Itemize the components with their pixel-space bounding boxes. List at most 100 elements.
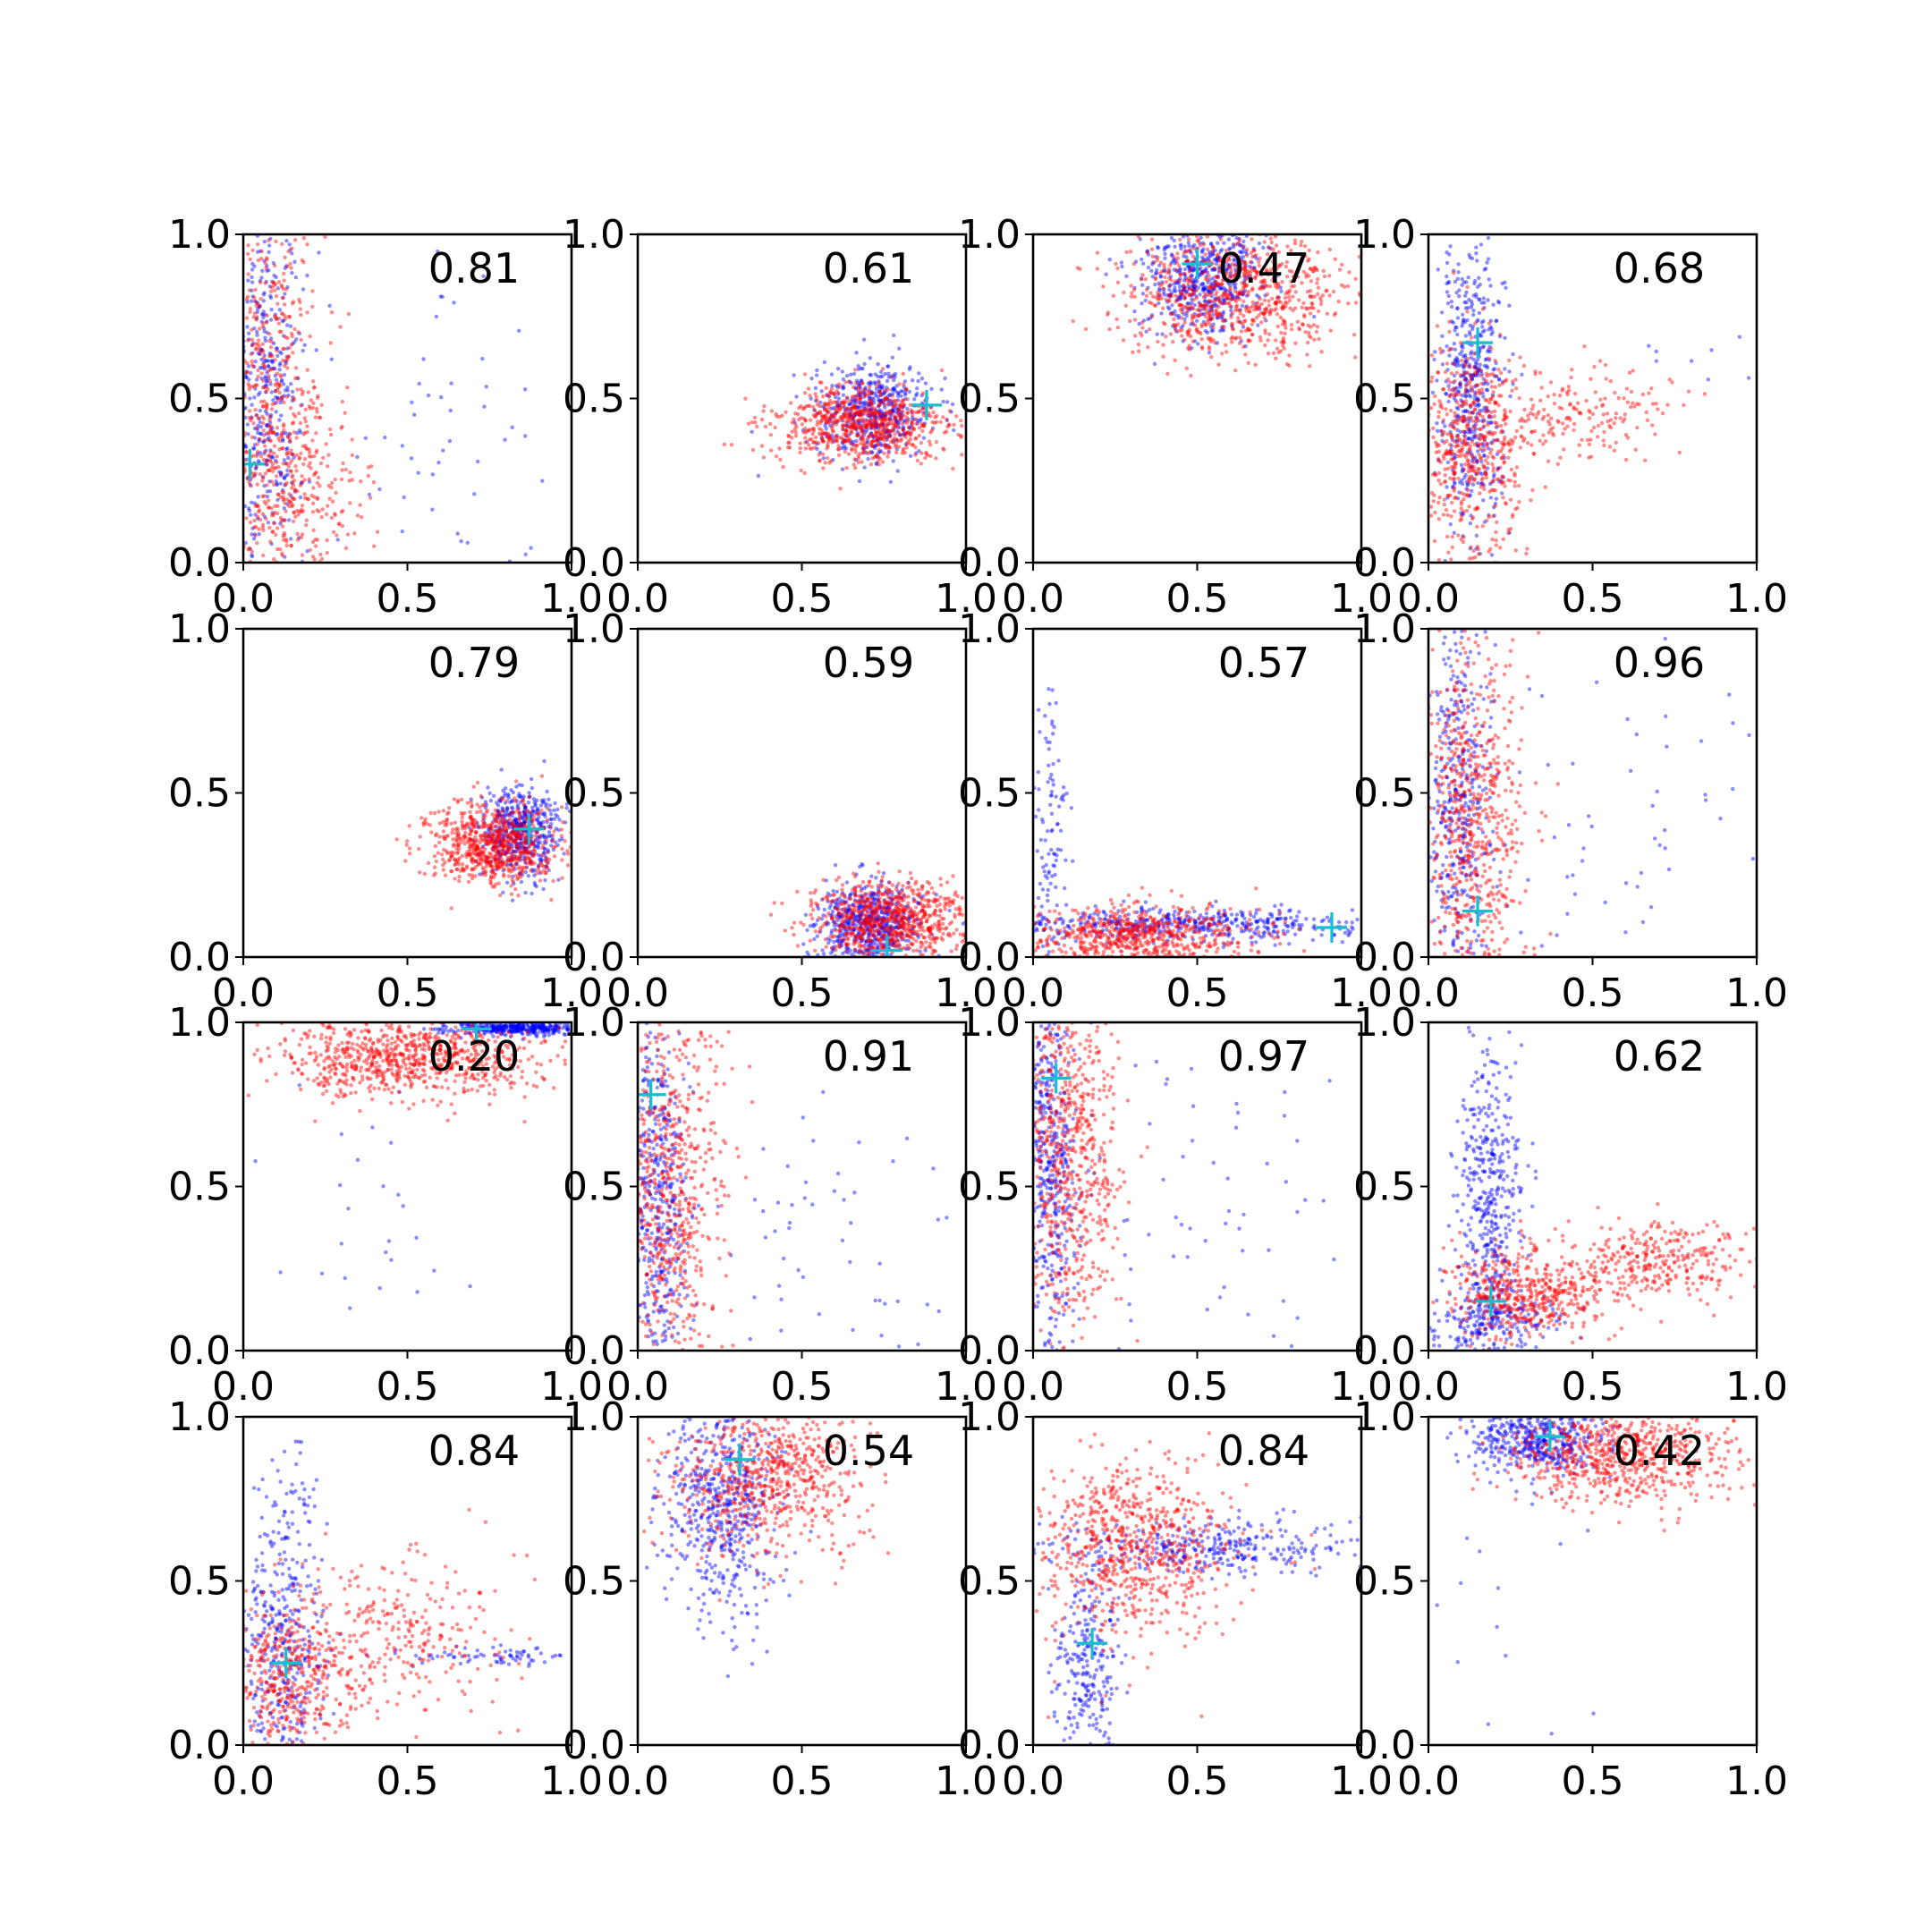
blue-point — [367, 492, 372, 497]
blue-point — [1488, 420, 1494, 426]
red-point — [1307, 334, 1312, 338]
blue-point — [1482, 405, 1487, 410]
red-point — [307, 447, 311, 452]
red-point — [1287, 353, 1292, 358]
red-point — [1463, 454, 1469, 460]
red-point — [858, 395, 862, 400]
blue-point — [421, 357, 426, 361]
red-point — [1231, 327, 1235, 332]
red-point — [1546, 419, 1551, 424]
blue-point — [1472, 429, 1477, 434]
red-point — [1215, 253, 1219, 258]
blue-point — [1469, 299, 1474, 304]
blue-point — [255, 309, 259, 315]
red-point — [920, 428, 925, 433]
red-point — [1285, 290, 1290, 294]
red-point — [1218, 294, 1224, 299]
blue-point — [813, 398, 818, 403]
red-point — [294, 436, 299, 440]
red-point — [1502, 441, 1506, 446]
red-point — [1472, 442, 1477, 447]
blue-point — [258, 365, 263, 370]
blue-point — [1209, 242, 1214, 247]
red-point — [1160, 286, 1165, 291]
blue-point — [848, 406, 853, 411]
red-point — [1242, 259, 1247, 264]
red-point — [759, 444, 765, 448]
red-point — [865, 389, 870, 394]
red-point — [818, 458, 823, 462]
blue-point — [536, 842, 541, 846]
red-point — [1140, 320, 1145, 325]
red-point — [854, 444, 859, 448]
red-point — [1149, 247, 1155, 251]
blue-point — [1202, 299, 1208, 304]
red-point — [254, 525, 258, 530]
blue-point — [1479, 459, 1484, 464]
blue-point — [886, 430, 892, 436]
red-point — [874, 429, 878, 435]
blue-point — [1471, 293, 1476, 298]
red-point — [1187, 347, 1192, 352]
blue-point — [1465, 441, 1470, 445]
red-point — [1450, 545, 1454, 550]
blue-point — [872, 380, 877, 385]
red-point — [1470, 466, 1475, 470]
blue-point — [258, 431, 264, 436]
blue-point — [1190, 273, 1194, 278]
red-point — [1220, 278, 1224, 283]
blue-point — [1469, 355, 1474, 360]
x-tick-label: 0.0 — [1397, 576, 1460, 622]
blue-point — [1238, 291, 1242, 295]
red-point — [1132, 334, 1138, 338]
red-point — [1197, 330, 1202, 335]
blue-point — [869, 390, 875, 394]
blue-point — [283, 266, 287, 270]
red-point — [321, 455, 326, 461]
red-point — [1498, 332, 1503, 337]
red-point — [1441, 386, 1446, 392]
red-point — [324, 512, 329, 517]
blue-point — [834, 395, 838, 400]
blue-point — [509, 835, 514, 841]
blue-point — [882, 427, 886, 432]
blue-point — [897, 346, 902, 351]
red-point — [1235, 291, 1240, 295]
red-point — [285, 357, 290, 361]
red-point — [300, 532, 305, 537]
blue-point — [921, 436, 927, 440]
blue-point — [825, 393, 829, 397]
red-point — [1518, 419, 1522, 423]
red-point — [1434, 450, 1439, 454]
red-point — [1463, 391, 1468, 395]
red-point — [1187, 343, 1191, 348]
blue-point — [1474, 441, 1479, 445]
blue-point — [1472, 372, 1478, 377]
red-point — [1436, 558, 1442, 563]
red-point — [1188, 248, 1192, 252]
blue-point — [854, 411, 859, 416]
red-point — [1494, 374, 1498, 378]
red-point — [1128, 250, 1133, 254]
blue-point — [1206, 280, 1210, 284]
blue-point — [266, 521, 271, 525]
red-point — [253, 471, 258, 476]
red-point — [1592, 364, 1597, 369]
blue-point — [1446, 293, 1451, 299]
blue-point — [1452, 530, 1456, 535]
red-point — [1193, 323, 1198, 327]
red-point — [1482, 464, 1487, 470]
blue-point — [901, 427, 905, 431]
red-point — [856, 385, 861, 390]
blue-point — [1492, 472, 1496, 477]
blue-point — [1175, 278, 1181, 283]
blue-point — [1233, 295, 1238, 300]
blue-point — [875, 425, 879, 429]
blue-point — [1461, 419, 1465, 424]
blue-point — [862, 390, 867, 394]
red-point — [255, 503, 259, 507]
red-point — [844, 466, 849, 470]
red-point — [1280, 307, 1285, 311]
red-point — [1495, 468, 1500, 472]
blue-point — [1472, 278, 1478, 284]
